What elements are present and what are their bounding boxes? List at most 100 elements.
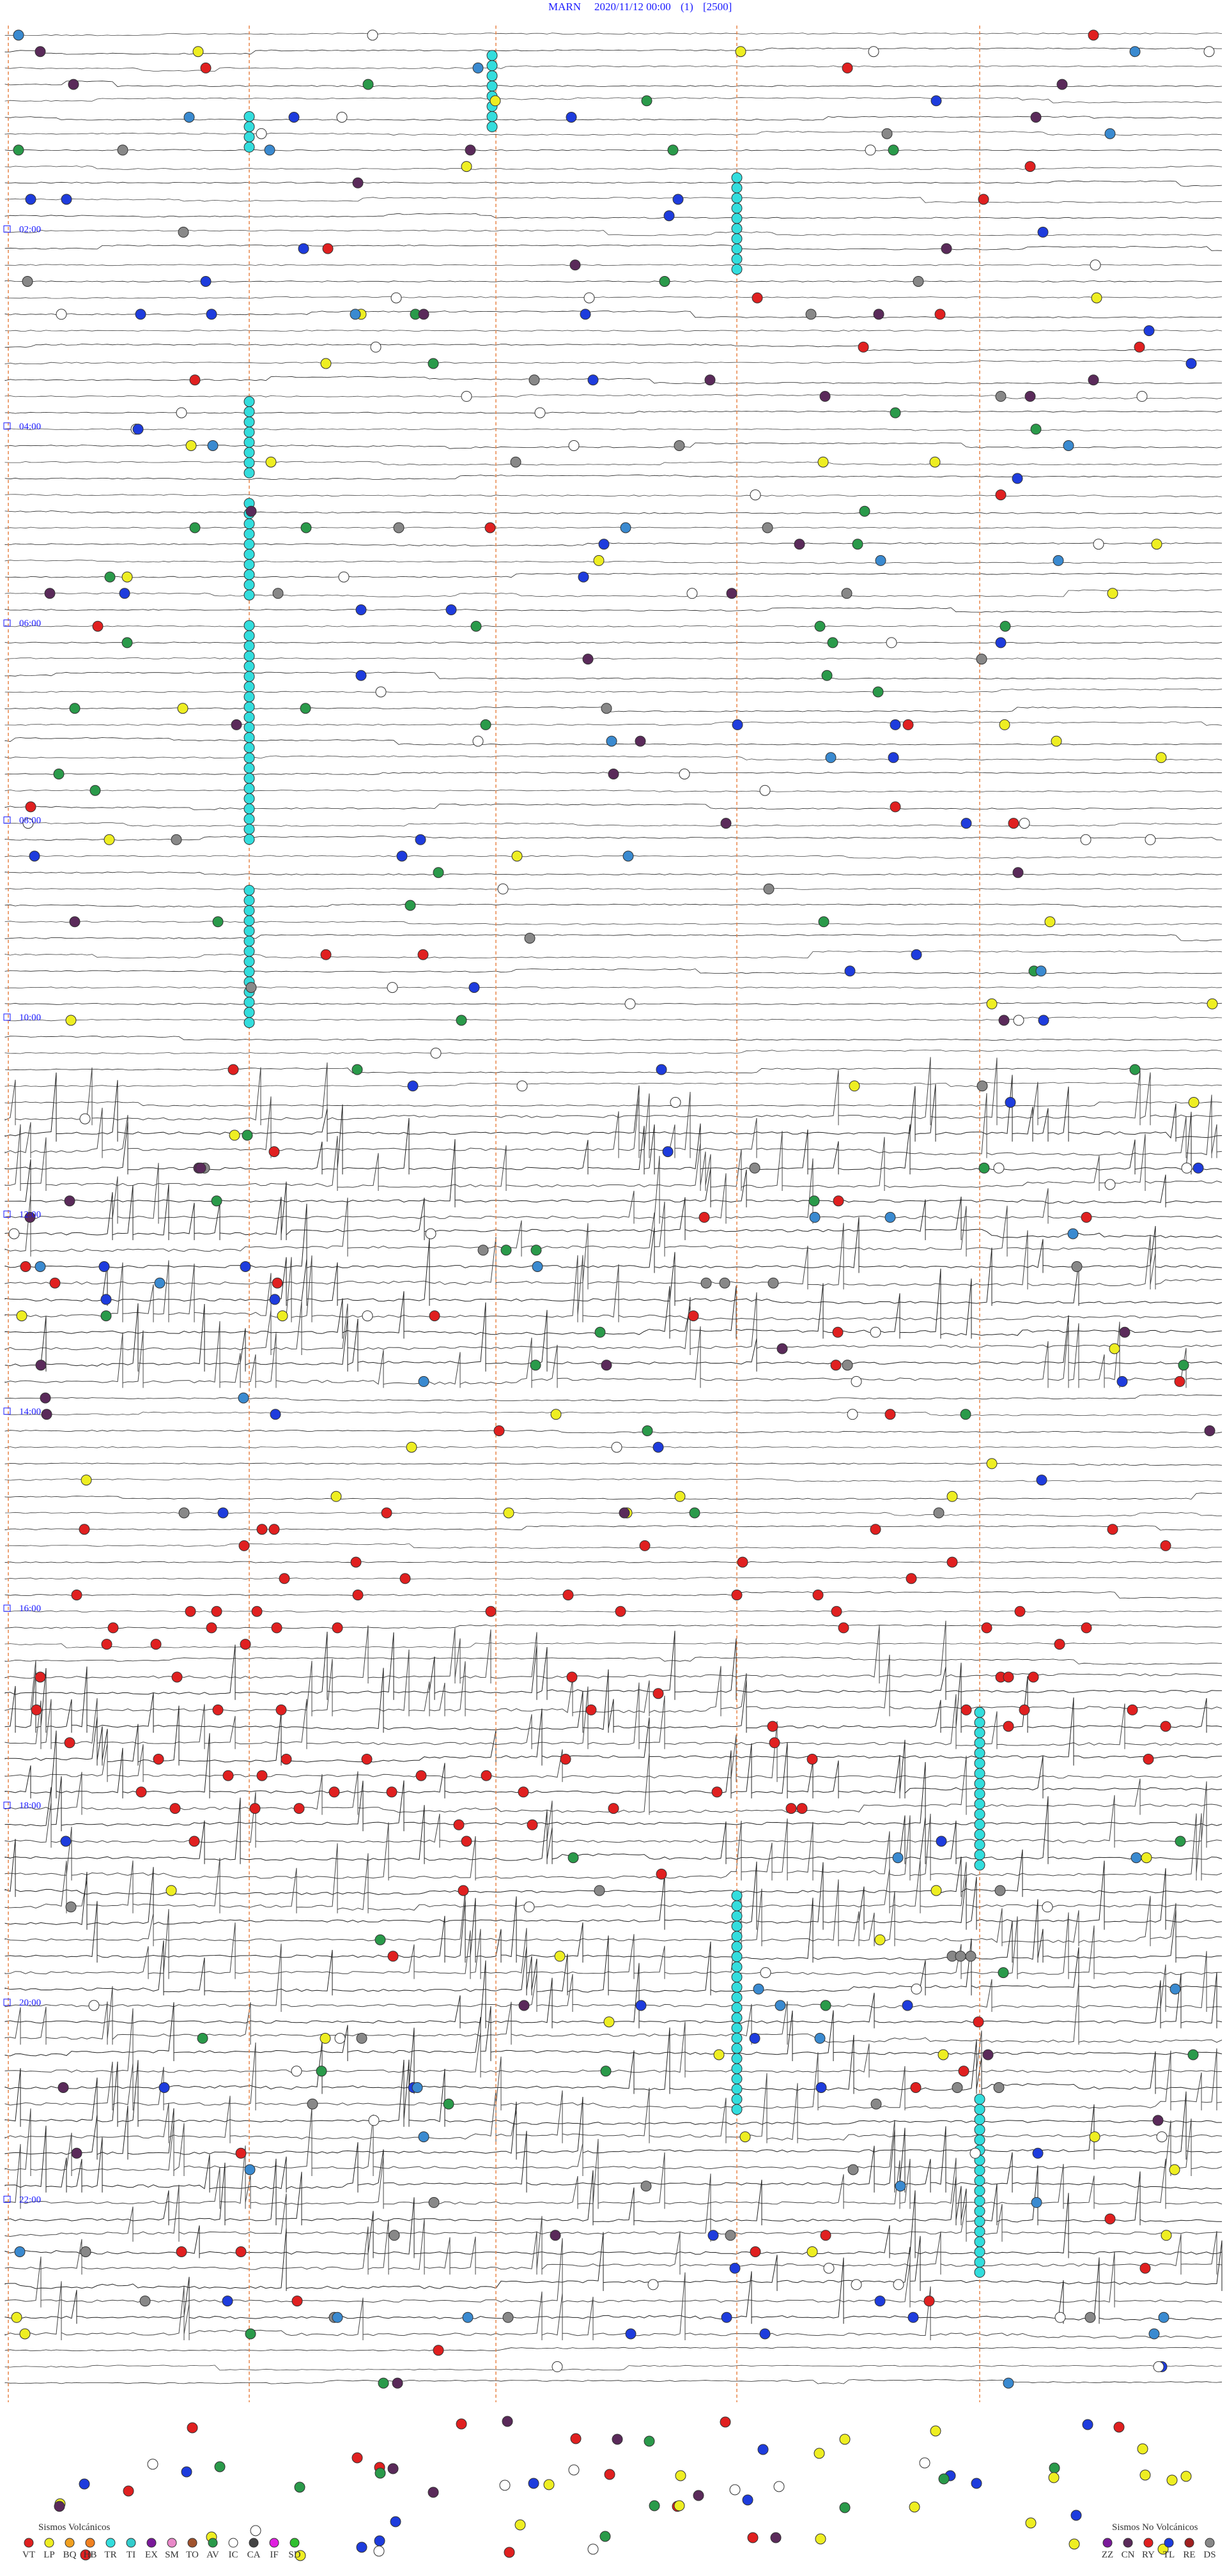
- trace: [4, 1943, 1223, 2012]
- event-dot: [101, 1639, 112, 1650]
- trace: [4, 1478, 1223, 1482]
- event-dot: [731, 1972, 743, 1983]
- trace: [4, 213, 1223, 219]
- trace: [4, 968, 1222, 974]
- event-dot: [815, 2082, 827, 2093]
- event-dot: [875, 555, 886, 566]
- event-dot: [759, 785, 771, 796]
- event-dot: [600, 2066, 612, 2077]
- event-dot: [649, 2500, 660, 2511]
- event-dot: [978, 194, 989, 205]
- time-marker: [3, 1998, 11, 2006]
- trace: [4, 903, 1223, 908]
- event-dot: [433, 2345, 444, 2356]
- legend-dot: [146, 2538, 157, 2548]
- event-dot: [1185, 358, 1197, 369]
- event-dot: [909, 2501, 920, 2513]
- event-dot: [178, 226, 189, 238]
- event-dot: [300, 522, 312, 533]
- event-dot: [356, 2032, 367, 2044]
- legend-dot: [1164, 2538, 1174, 2548]
- event-dot: [974, 1747, 985, 1759]
- legend-code: EX: [145, 2550, 158, 2560]
- event-dot: [250, 2525, 261, 2536]
- event-dot: [320, 949, 332, 960]
- event-dot: [995, 637, 1007, 648]
- event-dot: [235, 2147, 247, 2159]
- event-dot: [731, 2032, 743, 2044]
- trace: [4, 671, 1223, 680]
- event-dot: [711, 1786, 723, 1798]
- event-dot: [1093, 539, 1104, 550]
- event-dot: [121, 571, 133, 583]
- trace: [4, 641, 1223, 644]
- event-dot: [243, 824, 255, 835]
- legend-code: IC: [229, 2550, 238, 2560]
- event-dot: [1030, 424, 1042, 435]
- legend-code: TL: [1163, 2550, 1175, 2560]
- event-dot: [566, 112, 577, 123]
- event-dot: [749, 2032, 760, 2044]
- event-dot: [206, 309, 217, 320]
- event-dot: [69, 703, 81, 714]
- legend-non-volcanic-title: Sismos No Volcánicos: [1112, 2522, 1198, 2533]
- event-dot: [753, 1983, 764, 1995]
- event-dot: [1145, 834, 1156, 845]
- event-dot: [1169, 1983, 1181, 1995]
- event-dot: [1012, 867, 1024, 878]
- event-dot: [40, 1392, 51, 1404]
- trace: [4, 510, 1223, 514]
- event-dot: [35, 1360, 47, 1371]
- event-dot: [731, 1890, 743, 1901]
- event-dot: [256, 1770, 268, 1781]
- event-dot: [622, 850, 634, 862]
- event-dot: [554, 1951, 566, 1962]
- legend-code: RY: [1142, 2550, 1155, 2560]
- trace: [4, 1255, 1223, 1322]
- event-dot: [243, 803, 255, 815]
- legend-dot: [1143, 2538, 1154, 2548]
- event-dot: [486, 70, 498, 82]
- event-dot: [890, 407, 901, 418]
- event-dot: [971, 2478, 982, 2489]
- event-dot: [719, 1277, 730, 1289]
- event-dot: [330, 1491, 342, 1502]
- event-dot: [104, 834, 115, 845]
- event-dot: [243, 702, 255, 713]
- event-dot: [974, 1778, 985, 1790]
- event-dot: [1137, 2443, 1148, 2455]
- event-dot: [29, 850, 40, 862]
- event-dot: [974, 1828, 985, 1840]
- event-dot: [842, 1360, 853, 1371]
- event-dot: [461, 1836, 472, 1847]
- event-dot: [374, 1934, 386, 1945]
- event-dot: [731, 1941, 743, 1952]
- trace: [4, 1525, 1223, 1531]
- event-dot: [417, 949, 429, 960]
- event-dot: [858, 341, 869, 353]
- event-dot: [1178, 1360, 1189, 1371]
- event-dot: [243, 467, 255, 479]
- event-dot: [485, 1606, 497, 1617]
- event-dot: [392, 2377, 403, 2389]
- event-dot: [528, 2478, 539, 2489]
- event-dot: [1032, 2147, 1044, 2159]
- event-dot: [762, 522, 773, 533]
- event-dot: [373, 2545, 385, 2557]
- time-marker: [3, 2195, 11, 2203]
- event-dot: [387, 2463, 399, 2474]
- time-label: 10:00: [19, 1013, 41, 1023]
- event-dot: [615, 1606, 626, 1617]
- event-dot: [481, 1770, 492, 1781]
- trace: [4, 1624, 1223, 1629]
- event-dot: [1014, 1606, 1026, 1617]
- event-dot: [812, 1590, 824, 1600]
- event-dot: [171, 834, 182, 845]
- event-dot: [44, 588, 56, 599]
- event-dot: [412, 2082, 423, 2093]
- event-dot: [842, 62, 853, 73]
- event-dot: [132, 424, 144, 435]
- event-dot: [279, 1573, 290, 1584]
- event-dot: [893, 2279, 904, 2290]
- event-dot: [243, 894, 255, 906]
